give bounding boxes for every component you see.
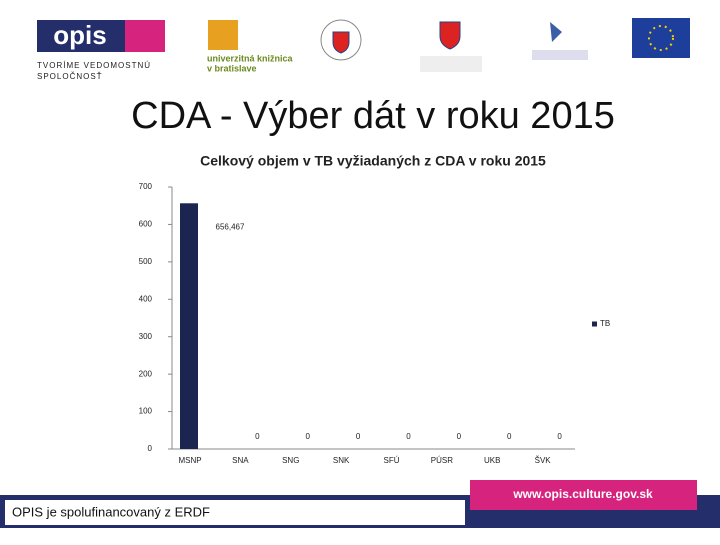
tagline: TVORÍME VEDOMOSTNÚ — [37, 61, 151, 70]
value-label: 0 — [306, 432, 311, 441]
ukb-logo-icon — [208, 20, 238, 50]
bar — [180, 203, 198, 449]
footer-left-box — [5, 500, 465, 525]
y-tick-label: 500 — [139, 257, 153, 266]
value-label: 0 — [507, 432, 512, 441]
y-tick-label: 100 — [139, 407, 153, 416]
y-tick-label: 200 — [139, 369, 153, 378]
chart-title: Celkový objem v TB vyžiadaných z CDA v r… — [200, 153, 546, 169]
x-tick-label: UKB — [484, 456, 500, 465]
x-tick-label: MSNP — [178, 456, 201, 465]
y-tick-label: 400 — [139, 294, 153, 303]
coat-of-arms — [332, 31, 350, 54]
x-tick-label: PÚSR — [431, 456, 453, 465]
ministry-logo — [420, 56, 482, 72]
slide-title: CDA - Výber dát v roku 2015 — [131, 95, 615, 137]
opis-logo: opis — [53, 20, 106, 50]
x-tick-label: SNG — [282, 456, 299, 465]
x-tick-label: SNA — [232, 456, 249, 465]
y-tick-label: 600 — [139, 220, 153, 229]
value-label: 0 — [356, 432, 361, 441]
footer-left: OPIS je spolufinancovaný z ERDF — [12, 504, 210, 519]
culture-logo — [550, 22, 562, 42]
footer-right: www.opis.culture.gov.sk — [512, 487, 653, 501]
seal-logo — [320, 19, 362, 61]
ukb-logo: v bratislave — [207, 63, 257, 73]
ukb-logo: univerzitná knižnica — [207, 53, 294, 63]
legend-label: TB — [600, 319, 610, 328]
x-tick-label: ŠVK — [535, 456, 552, 465]
coat-of-arms — [439, 21, 461, 50]
value-label: 0 — [457, 432, 462, 441]
eu-stars — [648, 25, 674, 51]
value-label: 656,467 — [216, 222, 245, 231]
value-label: 0 — [557, 432, 562, 441]
eu-flag — [632, 18, 690, 58]
value-label: 0 — [406, 432, 411, 441]
x-tick-label: SNK — [333, 456, 350, 465]
y-tick-label: 300 — [139, 332, 153, 341]
culture-logo-text — [532, 50, 588, 60]
tagline: SPOLOČNOSŤ — [37, 72, 103, 81]
y-tick-label: 700 — [139, 182, 153, 191]
y-tick-label: 0 — [148, 444, 153, 453]
value-label: 0 — [255, 432, 260, 441]
legend-swatch — [592, 321, 597, 327]
opis-logo-accent — [125, 20, 165, 52]
x-tick-label: SFÚ — [384, 456, 400, 465]
footer-right-box — [470, 480, 697, 510]
